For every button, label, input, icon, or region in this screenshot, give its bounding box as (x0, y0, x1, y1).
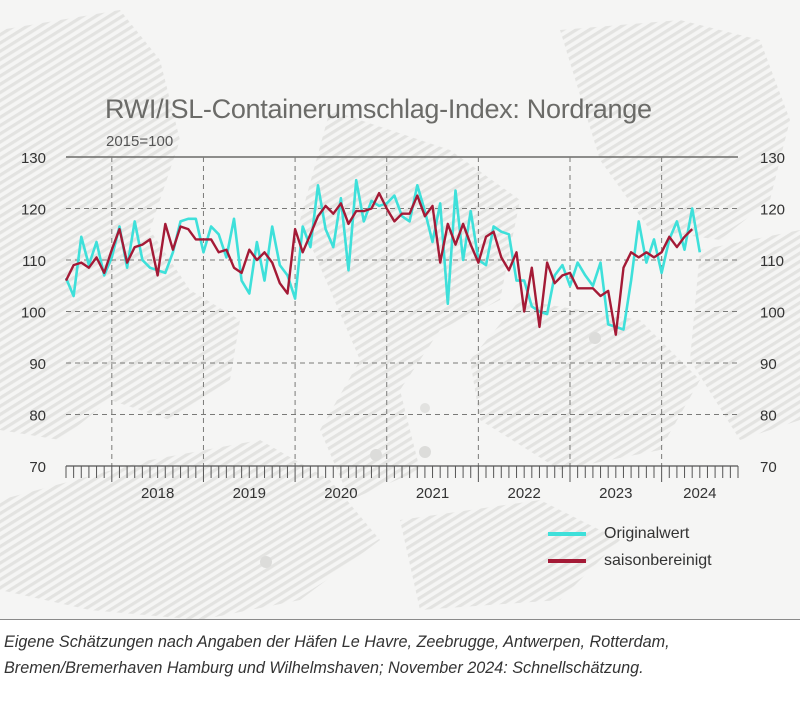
year-label: 2019 (233, 485, 266, 502)
line-chart: 2018 2019 2020 2021 2022 2023 2024 70 80 90 100 11… (0, 10, 800, 620)
year-label: 2024 (683, 485, 716, 502)
y-tick-label-left: 90 (29, 356, 46, 373)
year-label: 2023 (599, 485, 632, 502)
year-label: 2022 (507, 485, 540, 502)
y-tick-label-left: 130 (21, 150, 46, 167)
legend-item-originalwert: Originalwert (548, 520, 712, 547)
y-tick-label-left: 80 (29, 408, 46, 425)
y-tick-label-left: 120 (21, 202, 46, 219)
y-tick-label-right: 80 (760, 408, 777, 425)
series-line-originalwert (64, 178, 702, 331)
series-line-saisonbereinigt (64, 191, 694, 336)
y-tick-label-left: 100 (21, 305, 46, 322)
footnote-line-1: Eigene Schätzungen nach Angaben der Häfe… (4, 633, 670, 651)
y-axis-left: 70 80 90 100 110 120 130 (21, 150, 46, 476)
x-axis: 2018 2019 2020 2021 2022 2023 2024 (65, 465, 739, 502)
footnote: Eigene Schätzungen nach Angaben der Häfe… (4, 629, 794, 681)
y-axis-right: 70 80 90 100 110 120 130 (760, 150, 785, 476)
year-label: 2018 (141, 485, 174, 502)
legend-swatch-saisonbereinigt (548, 558, 586, 563)
legend-label: Originalwert (604, 524, 690, 542)
background-map (0, 10, 800, 620)
legend-label: saisonbereinigt (604, 551, 712, 569)
y-tick-label-left: 70 (29, 459, 46, 476)
y-tick-label-right: 110 (760, 253, 784, 270)
chart-title: RWI/ISL-Containerumschlag-Index: Nordran… (105, 94, 652, 124)
y-tick-label-right: 90 (760, 356, 777, 373)
y-tick-label-right: 130 (760, 150, 785, 167)
chart-subtitle: 2015=100 (106, 133, 174, 150)
legend-item-saisonbereinigt: saisonbereinigt (548, 547, 712, 574)
year-label: 2021 (416, 485, 449, 502)
y-tick-label-right: 120 (760, 202, 785, 219)
footnote-line-2: Bremen/Bremerhaven Hamburg und Wilhelmsh… (4, 659, 644, 677)
legend-swatch-originalwert (548, 531, 586, 536)
year-label: 2020 (324, 485, 357, 502)
footnote-divider (0, 619, 800, 620)
y-tick-label-right: 70 (760, 459, 777, 476)
series-layer (64, 178, 702, 336)
y-tick-label-left: 110 (22, 253, 46, 270)
chart-panel: 2018 2019 2020 2021 2022 2023 2024 70 80 90 100 11… (0, 0, 800, 620)
y-tick-label-right: 100 (760, 305, 785, 322)
legend: Originalwert saisonbereinigt (548, 520, 712, 574)
